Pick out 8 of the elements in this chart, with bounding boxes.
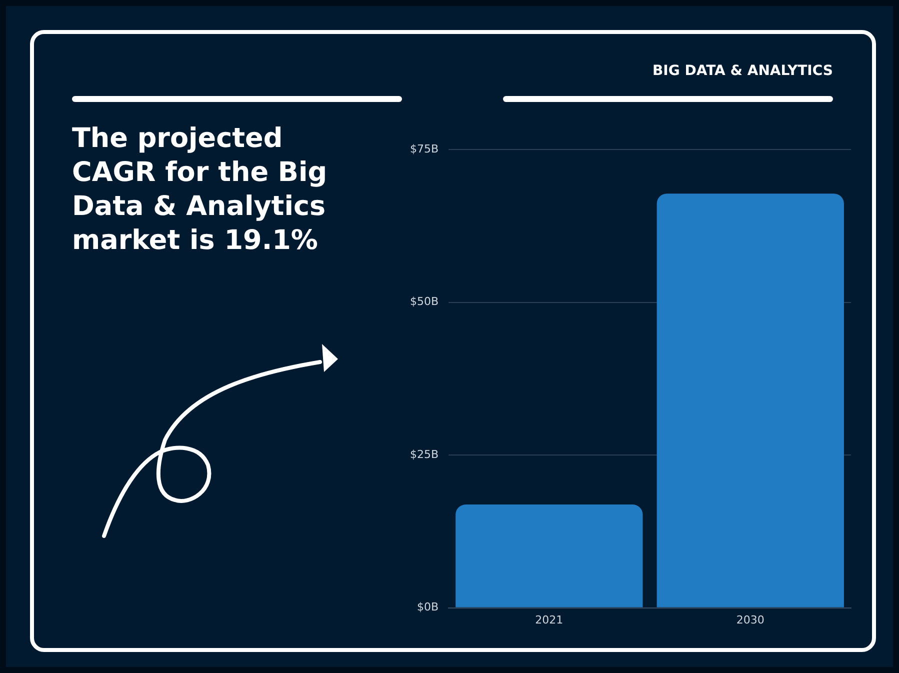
y-tick-label: $50B — [410, 295, 439, 308]
y-tick-label: $25B — [410, 448, 439, 461]
y-tick-label: $0B — [416, 600, 439, 614]
text: The projected CAGR for the Big Data & Analytics market is 19.1% — [72, 122, 328, 258]
x-tick-label: 2021 — [535, 613, 564, 626]
chart-title: BIG DATA & ANALYTICS — [652, 63, 833, 79]
x-tick-label: 2030 — [736, 613, 764, 626]
y-tick-label: $75B — [410, 142, 439, 156]
